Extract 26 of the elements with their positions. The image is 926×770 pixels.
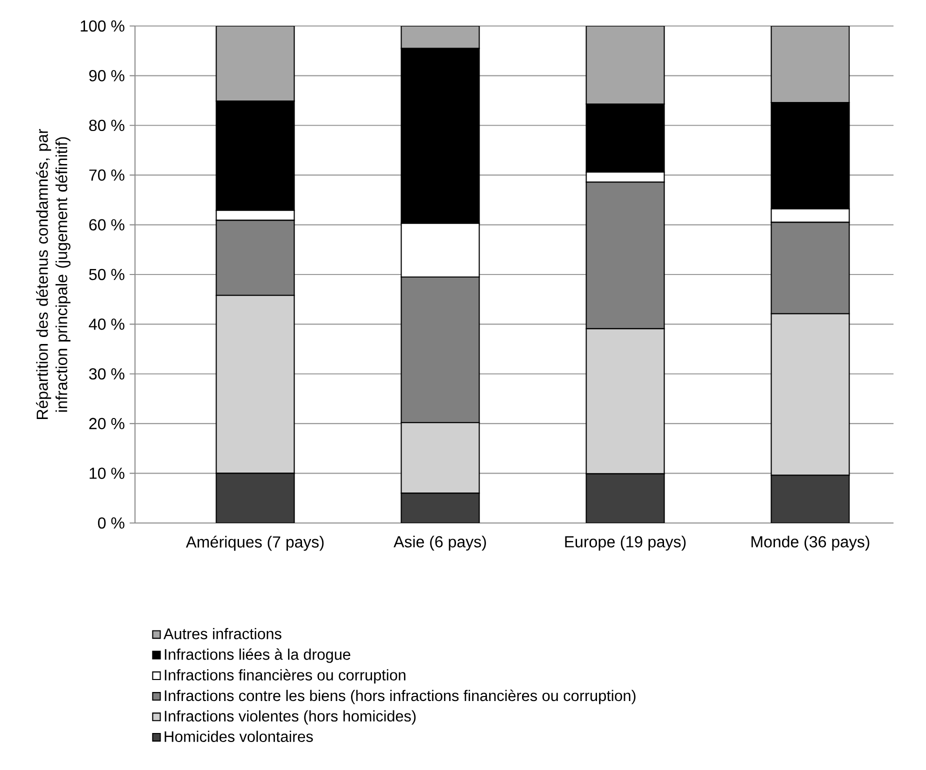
- legend-label: Infractions liées à la drogue: [164, 648, 350, 663]
- y-tick-label: 60 %: [89, 219, 124, 230]
- legend-label: Infractions violentes (hors homicides): [164, 710, 416, 725]
- bar: [770, 26, 850, 104]
- bar: [216, 26, 295, 102]
- y-tick-label: 20 %: [89, 418, 124, 430]
- legend-label: Autres infractions: [164, 628, 282, 640]
- x-tick-label: Monde (36 pays): [752, 536, 870, 551]
- y-tick-label: 90 %: [89, 70, 124, 82]
- bar: [586, 26, 665, 105]
- bar: [400, 26, 480, 49]
- legend-label: Infractions financières ou corruption: [164, 669, 406, 684]
- x-tick-label: Europe (19 pays): [565, 536, 686, 551]
- legend-label: Infractions contre les biens (hors infractions financières ou corruption): [164, 690, 636, 704]
- y-tick-label: 40 %: [88, 318, 124, 330]
- y-tick-label: 30 %: [89, 368, 124, 380]
- x-tick-label: Asie (6 pays): [394, 536, 486, 551]
- y-tick-label: 10 %: [90, 468, 124, 479]
- y-tick-label: 0 %: [98, 517, 124, 529]
- y-tick-label: 100 %: [80, 20, 124, 32]
- y-axis-title: Répartition des détenus condamnés, par infraction principale (jugement définitif): [36, 128, 70, 420]
- y-tick-label: 80 %: [89, 120, 124, 132]
- y-tick-label: 50 %: [89, 268, 124, 280]
- legend-label: Homicides volontaires: [164, 730, 313, 742]
- y-tick-label: 70 %: [89, 169, 124, 181]
- x-tick-label: Amériques (7 pays): [186, 536, 324, 551]
